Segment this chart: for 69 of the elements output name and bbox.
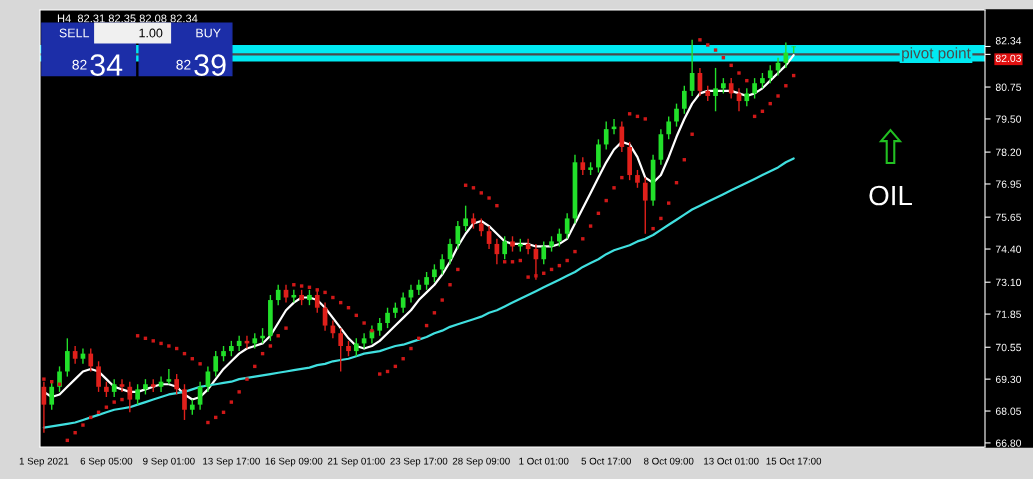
candlestick (619, 120, 625, 153)
y-tick-label: 71.85 (995, 310, 1022, 318)
candlestick (166, 368, 172, 385)
x-tick-label: 9 Sep 01:00 (143, 457, 195, 467)
y-tick-label: 82.34 (995, 37, 1022, 45)
annotation: 39 (194, 54, 226, 76)
x-tick-label: 23 Sep 17:00 (390, 457, 448, 467)
annotation: BUY (196, 28, 221, 38)
candlestick (666, 115, 672, 141)
chart-title: H4 82.31 82.35 82.08 82.34 (57, 14, 198, 23)
y-tick-label: 68.05 (995, 407, 1022, 415)
text: OIL (869, 185, 912, 206)
ref-line-label: pivot point (902, 47, 971, 62)
y-tick-label: 80.75 (995, 83, 1022, 91)
candlestick (88, 347, 94, 373)
candlestick (291, 289, 297, 304)
candlestick (728, 77, 734, 100)
annotation: 34 (90, 54, 123, 76)
candlestick (463, 204, 468, 232)
x-tick-label: 13 Oct 01:00 (704, 457, 759, 465)
annotation: 1.00 (139, 28, 163, 38)
candlestick (400, 291, 406, 314)
y-tick-label: 73.10 (995, 278, 1022, 287)
candlestick (385, 307, 390, 329)
candlestick (564, 212, 570, 240)
candlestick (182, 383, 187, 421)
line-series (42, 157, 795, 429)
candlestick (541, 240, 547, 266)
y-tick-label: 79.50 (995, 115, 1022, 123)
annotation: 82 (72, 59, 87, 70)
x-tick-label: 16 Sep 09:00 (265, 457, 323, 467)
candlestick (603, 120, 609, 151)
candlestick (314, 289, 320, 314)
x-tick-label: 21 Sep 01:00 (327, 457, 385, 467)
candlestick (213, 350, 219, 378)
x-tick-label: 15 Oct 17:00 (766, 457, 822, 465)
x-tick-label: 6 Sep 05:00 (80, 457, 133, 467)
y-tick-label: 66.80 (995, 439, 1022, 447)
y-tick-label: 82.03 (995, 54, 1022, 63)
candlestick (439, 253, 445, 276)
candlestick (275, 284, 281, 306)
x-tick-label: 28 Sep 09:00 (452, 457, 510, 467)
candlestick (135, 383, 140, 406)
candlestick (119, 378, 125, 393)
candlestick (174, 373, 180, 396)
candlestick (338, 327, 344, 373)
y-tick-label: 74.40 (995, 245, 1022, 253)
candlestick (752, 77, 757, 100)
candlestick (596, 138, 601, 174)
x-tick-label: 5 Oct 17:00 (581, 457, 631, 465)
candlestick (713, 67, 718, 112)
candlestick (455, 220, 461, 250)
candlestick (642, 176, 648, 235)
annotation: 82 (176, 59, 191, 70)
candlestick (674, 102, 679, 128)
x-tick-label: 1 Sep 2021 (19, 457, 69, 467)
y-tick-label: 70.55 (995, 343, 1022, 352)
annotation: SELL (59, 28, 90, 38)
y-tick-label: 76.95 (995, 180, 1022, 188)
y-tick-label: 75.65 (995, 213, 1022, 222)
y-tick-label: 78.20 (995, 148, 1022, 156)
candlestick (64, 337, 70, 378)
candlestick (96, 360, 101, 393)
candlestick (681, 85, 687, 115)
x-tick-label: 8 Oct 09:00 (643, 457, 694, 465)
candlestick (502, 235, 508, 260)
x-tick-label: 1 Oct 01:00 (519, 457, 569, 465)
x-tick-label: 13 Sep 17:00 (203, 457, 260, 467)
y-tick-label: 69.30 (995, 375, 1022, 384)
